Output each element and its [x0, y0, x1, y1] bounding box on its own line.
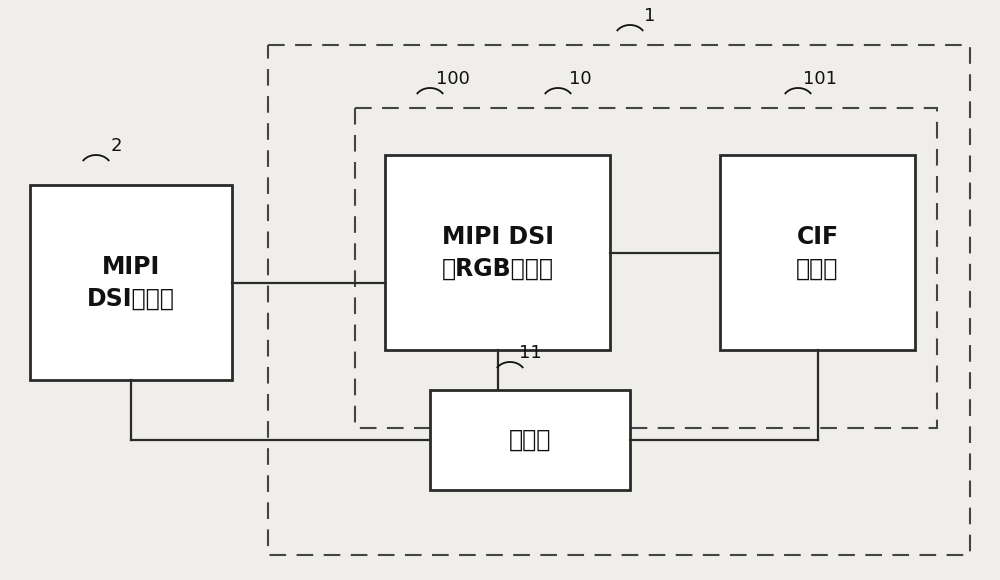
- Text: 11: 11: [519, 344, 541, 362]
- Bar: [355, 108, 937, 428]
- Text: MIPI DSI
转RGB控制器: MIPI DSI 转RGB控制器: [442, 224, 554, 280]
- Bar: [30, 185, 232, 380]
- Text: 比较器: 比较器: [509, 428, 551, 452]
- Bar: [720, 155, 915, 350]
- Text: CIF
控制器: CIF 控制器: [796, 224, 839, 280]
- Text: 100: 100: [436, 70, 470, 88]
- Text: 101: 101: [803, 70, 837, 88]
- Text: 2: 2: [110, 137, 122, 155]
- Bar: [430, 390, 630, 490]
- Bar: [385, 155, 610, 350]
- Text: 10: 10: [569, 70, 591, 88]
- Text: MIPI
DSI控制器: MIPI DSI控制器: [87, 255, 175, 310]
- Text: 1: 1: [644, 7, 656, 25]
- Bar: [268, 45, 970, 555]
